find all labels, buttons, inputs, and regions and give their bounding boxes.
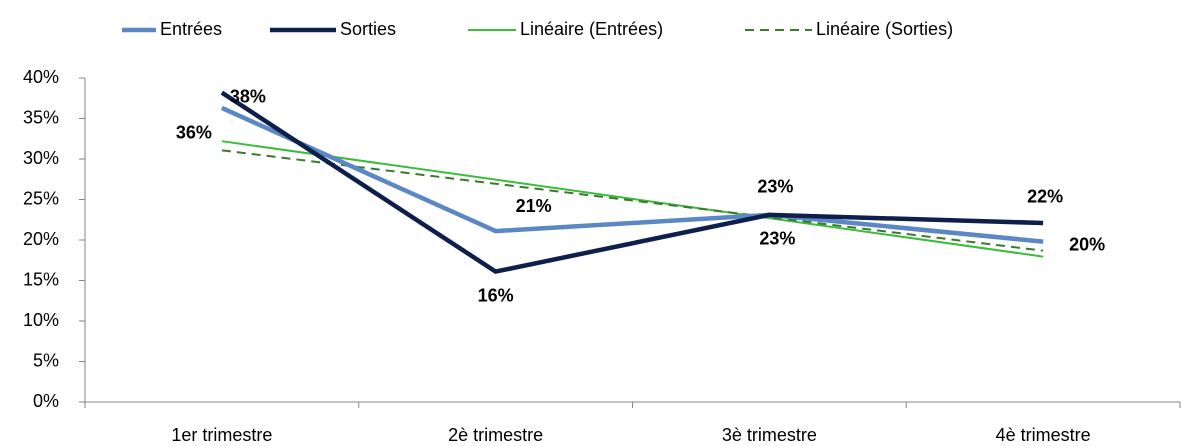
y-tick-label: 30%	[23, 148, 59, 168]
y-tick-label: 40%	[23, 67, 59, 87]
y-tick-label: 0%	[33, 391, 59, 411]
y-tick-label: 5%	[33, 350, 59, 370]
y-tick-label: 25%	[23, 188, 59, 208]
data-label: 16%	[478, 285, 514, 305]
y-tick-label: 20%	[23, 229, 59, 249]
data-label: 38%	[230, 86, 266, 106]
data-label: 20%	[1069, 234, 1105, 254]
series-line	[220, 105, 1044, 244]
x-tick-label: 2è trimestre	[448, 425, 543, 445]
x-tick-label: 4è trimestre	[996, 425, 1091, 445]
data-label: 23%	[757, 177, 793, 197]
y-tick-label: 15%	[23, 269, 59, 289]
data-label: 23%	[759, 229, 795, 249]
data-label: 36%	[176, 123, 212, 143]
x-tick-label: 1er trimestre	[171, 425, 272, 445]
trendline	[221, 140, 1044, 258]
trendline	[221, 149, 1044, 252]
series-line	[220, 90, 1044, 274]
y-tick-label: 35%	[23, 107, 59, 127]
x-tick-label: 3è trimestre	[722, 425, 817, 445]
legend-label: Entrées	[160, 19, 222, 39]
data-label: 21%	[516, 196, 552, 216]
data-label: 22%	[1027, 187, 1063, 207]
legend-label: Linéaire (Sorties)	[816, 19, 953, 39]
legend-label: Sorties	[340, 19, 396, 39]
legend-label: Linéaire (Entrées)	[520, 19, 663, 39]
y-tick-label: 10%	[23, 310, 59, 330]
